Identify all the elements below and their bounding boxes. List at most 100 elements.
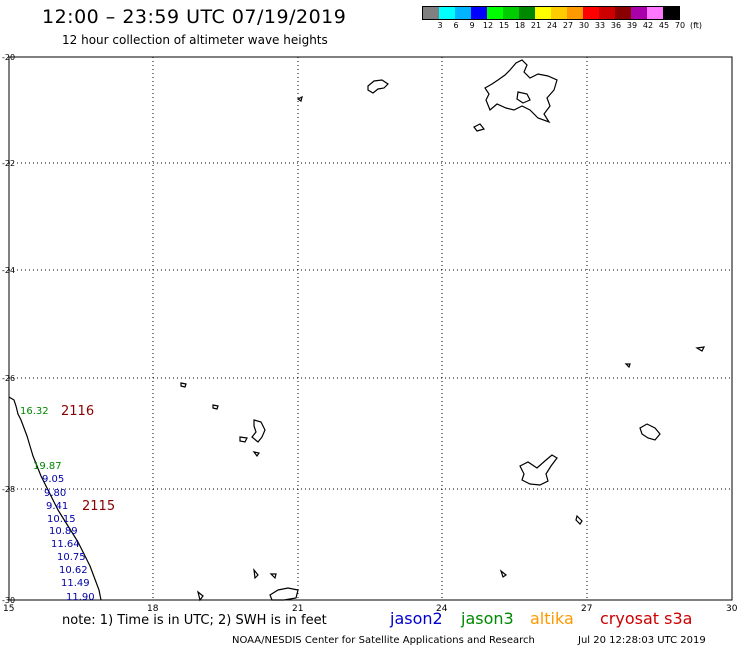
legend-label: 12: [482, 21, 494, 30]
legend-swatch: [503, 7, 519, 19]
legend-label: 33: [594, 21, 606, 30]
legend-label: (ft): [689, 21, 703, 30]
wave-height-reading: 11.49: [61, 578, 90, 589]
island: [639, 423, 661, 441]
wave-height-reading: 10.75: [57, 552, 86, 563]
pass-number-label: 2115: [82, 499, 115, 514]
island: [269, 587, 299, 601]
legend-label: 30: [578, 21, 590, 30]
wave-height-reading: 9.05: [42, 474, 64, 485]
wave-height-reading: 19.87: [33, 461, 62, 472]
longitude-label: 24: [436, 604, 448, 614]
wave-height-reading: 10.15: [47, 514, 76, 525]
satellite-jason3: jason3: [461, 609, 514, 628]
wave-height-reading: 16.32: [20, 406, 49, 417]
legend-swatch: [583, 7, 599, 19]
satellite-cryosat-s3a: cryosat s3a: [600, 609, 693, 628]
wave-height-reading: 10.62: [59, 565, 88, 576]
legend-labels: 3 6 9 12 15 18 21 24 27 30 33 36 39 42 45 70 (ft): [422, 20, 702, 32]
latitude-label: -30: [2, 596, 15, 605]
longitude-label: 30: [726, 604, 738, 614]
coastline-mainland: [8, 396, 102, 601]
legend-swatch: [535, 7, 551, 19]
wave-height-reading: 9.80: [44, 488, 66, 499]
legend-label: 27: [562, 21, 574, 30]
satellite-altika: altika: [530, 609, 574, 628]
wave-height-reading: 11.90: [66, 592, 95, 603]
legend-swatch: [439, 7, 455, 19]
latitude-label: -26: [2, 374, 15, 383]
legend-swatch: [455, 7, 471, 19]
legend-swatch: [631, 7, 647, 19]
island: [484, 59, 558, 124]
legend-swatch: [615, 7, 631, 19]
island: [367, 79, 389, 94]
legend-swatch: [487, 7, 503, 19]
island: [212, 404, 219, 410]
legend-swatch: [663, 7, 679, 19]
island: [519, 454, 558, 486]
island: [253, 567, 259, 580]
legend-label: 45: [658, 21, 670, 30]
map-title: 12:00 – 23:59 UTC 07/19/2019: [42, 6, 347, 28]
island: [575, 514, 583, 525]
wave-height-reading: 9.41: [46, 501, 68, 512]
island: [499, 569, 508, 578]
legend-label: 3: [437, 21, 443, 30]
legend-swatch: [567, 7, 583, 19]
longitude-labels: 15 18 21 24 27 30: [3, 604, 738, 614]
legend-swatch: [519, 7, 535, 19]
units-note: note: 1) Time is in UTC; 2) SWH is in fe…: [62, 613, 327, 628]
map-frame: [8, 56, 733, 601]
island: [180, 382, 187, 388]
legend-label: 15: [498, 21, 510, 30]
island: [252, 451, 260, 458]
island: [516, 91, 531, 104]
legend-label: 42: [642, 21, 654, 30]
island: [239, 436, 248, 443]
island: [269, 573, 277, 580]
legend-swatch: [471, 7, 487, 19]
longitude-label: 27: [581, 604, 592, 614]
legend-label: 24: [546, 21, 558, 30]
legend-swatch: [423, 7, 439, 19]
coastline: [8, 59, 706, 602]
legend-label: 18: [514, 21, 526, 30]
latitude-label: -20: [2, 53, 15, 62]
island: [624, 363, 631, 369]
legend-label: 70: [674, 21, 686, 30]
legend-label: 6: [453, 21, 459, 30]
island: [196, 590, 204, 602]
longitude-label: 15: [3, 604, 14, 614]
island: [251, 419, 266, 443]
generated-timestamp: Jul 20 12:28:03 UTC 2019: [578, 635, 706, 646]
legend-swatch: [647, 7, 663, 19]
wave-height-reading: 11.64: [51, 539, 80, 550]
legend-label: 21: [530, 21, 542, 30]
latitude-labels: -20 -22 -24 -26 -28 -30: [2, 53, 15, 605]
credit-line: NOAA/NESDIS Center for Satellite Applica…: [232, 635, 535, 646]
map-subtitle: 12 hour collection of altimeter wave hei…: [62, 33, 328, 47]
map-gridlines: [9, 57, 732, 600]
satellite-jason2: jason2: [390, 609, 443, 628]
latitude-label: -22: [2, 159, 15, 168]
legend-swatch: [551, 7, 567, 19]
island: [473, 123, 486, 132]
legend-color-bar: [422, 6, 680, 20]
latitude-label: -28: [2, 485, 15, 494]
wave-height-legend: 3 6 9 12 15 18 21 24 27 30 33 36 39 42 45 70 (ft): [422, 6, 702, 32]
pass-number-label: 2116: [61, 404, 94, 419]
legend-label: 9: [469, 21, 475, 30]
legend-label: 36: [610, 21, 622, 30]
longitude-label: 21: [292, 604, 303, 614]
island: [296, 95, 303, 102]
wave-height-reading: 10.89: [49, 526, 78, 537]
legend-label: 39: [626, 21, 638, 30]
legend-swatch: [599, 7, 615, 19]
island: [695, 346, 706, 352]
latitude-label: -24: [2, 266, 15, 275]
longitude-label: 18: [147, 604, 159, 614]
pass-numbers: 2116 2115: [61, 404, 115, 514]
